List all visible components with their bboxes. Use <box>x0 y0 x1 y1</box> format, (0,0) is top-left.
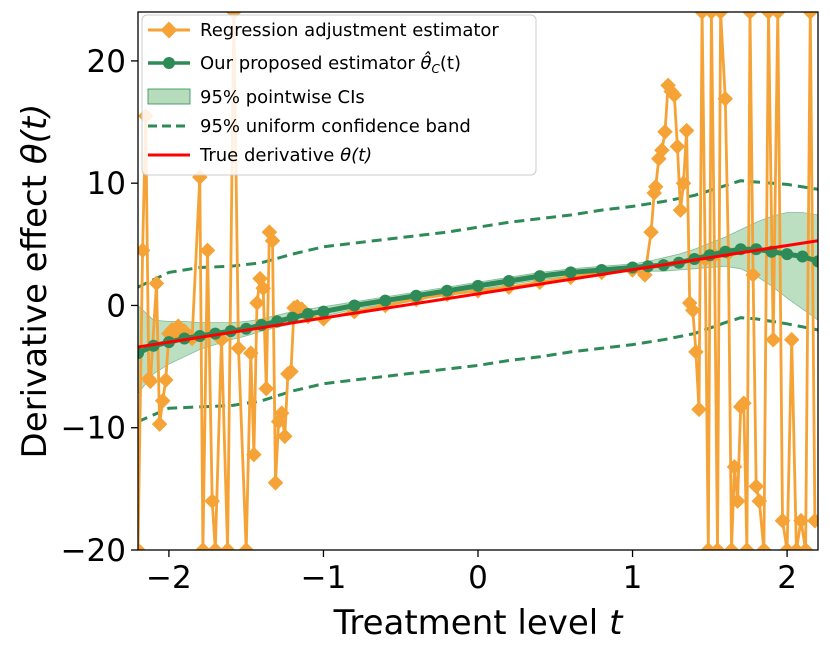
legend-uniform-label: 95% uniform confidence band <box>200 116 471 137</box>
regression-point <box>204 493 220 509</box>
y-tick-label: 10 <box>87 166 126 202</box>
proposed-point <box>379 294 392 307</box>
y-tick-label: −20 <box>61 533 126 569</box>
proposed-point <box>796 250 809 263</box>
proposed-point <box>781 248 794 261</box>
regression-point <box>774 512 791 529</box>
legend-regression-label: Regression adjustment estimator <box>200 20 499 41</box>
regression-point <box>230 340 247 357</box>
regression-point <box>654 142 670 158</box>
regression-point <box>783 331 800 348</box>
legend-entry-proposed: Our proposed estimator θ̂C(t) <box>148 51 461 76</box>
legend-pointwise-swatch <box>147 88 191 105</box>
regression-point <box>709 542 726 550</box>
regression-point <box>154 393 171 409</box>
regression-point <box>669 138 686 155</box>
regression-point <box>199 242 216 259</box>
proposed-point <box>564 266 577 279</box>
legend-entry-true: True derivative θ(t) <box>148 145 372 166</box>
regression-point <box>723 542 740 550</box>
x-tick-label: 2 <box>777 560 797 596</box>
regression-point <box>678 122 695 139</box>
proposed-point <box>302 308 314 320</box>
regression-point <box>643 224 659 240</box>
regression-point <box>142 373 159 390</box>
x-axis-label: Treatment level t <box>333 603 624 643</box>
regression-point <box>765 331 781 348</box>
legend-entry-regression: Regression adjustment estimator <box>148 20 499 41</box>
regression-point <box>647 179 664 195</box>
proposed-point <box>286 311 299 324</box>
y-tick-label: 0 <box>106 288 126 324</box>
x-tick-label: 1 <box>623 560 643 596</box>
legend-entry-pointwise: 95% pointwise CIs <box>147 87 365 108</box>
legend-proposed-label: Our proposed estimator θ̂C(t) <box>200 51 461 76</box>
regression-point <box>267 475 284 491</box>
regression-point <box>258 380 275 397</box>
regression-point <box>672 202 689 218</box>
regression-point <box>779 542 795 550</box>
proposed-point <box>472 279 484 292</box>
x-tick-label: 0 <box>468 560 488 596</box>
regression-point <box>700 542 717 550</box>
proposed-point <box>502 275 515 287</box>
y-tick-label: −10 <box>61 411 126 447</box>
regression-point <box>691 401 707 418</box>
regression-point <box>138 242 151 259</box>
regression-point <box>807 512 818 529</box>
proposed-point <box>441 284 454 297</box>
regression-point <box>788 542 805 550</box>
regression-point <box>675 175 692 191</box>
legend-box <box>141 14 537 176</box>
regression-point <box>219 542 236 550</box>
true-derivative-layer <box>138 239 818 349</box>
y-tick-label: 20 <box>87 44 126 80</box>
legend-entry-uniform: 95% uniform confidence band <box>148 116 471 137</box>
true-derivative-line <box>138 239 818 349</box>
regression-point <box>797 542 814 550</box>
regression-point <box>195 542 211 550</box>
regression-point <box>151 416 168 432</box>
legend: Regression adjustment estimator Our prop… <box>141 14 537 176</box>
regression-point <box>207 542 224 550</box>
proposed-point <box>317 305 330 318</box>
regression-point <box>748 478 764 495</box>
regression-point <box>756 542 772 550</box>
regression-point <box>688 344 704 360</box>
proposed-point <box>812 255 818 268</box>
proposed-point <box>348 299 361 312</box>
x-tick-label: −2 <box>146 560 192 596</box>
regression-point <box>793 512 809 529</box>
proposed-point <box>533 270 546 283</box>
regression-point <box>138 542 146 550</box>
regression-point <box>657 124 673 140</box>
x-tick-label: −1 <box>301 560 347 596</box>
y-axis-label: Derivative effect θ(t) <box>15 104 55 459</box>
regression-point <box>238 542 254 550</box>
legend-pointwise-label: 95% pointwise CIs <box>200 87 365 108</box>
legend-proposed-marker <box>163 57 175 69</box>
regression-point <box>148 275 165 292</box>
proposed-point <box>410 289 423 302</box>
regression-point <box>158 372 174 388</box>
regression-point <box>739 542 755 550</box>
proposed-point <box>138 347 144 360</box>
legend-true-label: True derivative θ(t) <box>199 145 372 166</box>
regression-point <box>264 232 281 249</box>
